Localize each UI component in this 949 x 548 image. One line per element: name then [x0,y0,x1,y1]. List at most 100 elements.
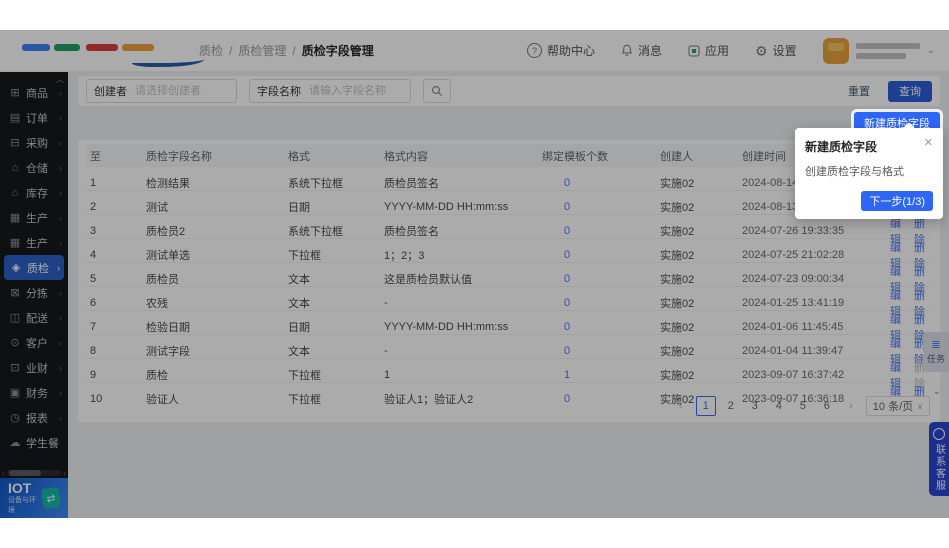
help-center-button[interactable]: ? 帮助中心 [526,42,595,59]
cell-creator: 实施02 [660,322,695,334]
sidebar-item-delivery[interactable]: ◫ 配送 › [0,305,68,330]
prev-page-icon[interactable]: ‹ [678,400,683,412]
field-name-input[interactable] [307,84,403,98]
sidebar-item-reports[interactable]: ◷ 报表 › [0,405,68,430]
col-format-content: 格式内容 [384,150,428,163]
cell-bound-count[interactable]: 0 [564,225,571,237]
messages-button[interactable]: 消息 [621,42,662,59]
task-panel-tab[interactable]: ≣ 任务 [923,332,949,372]
edit-link[interactable]: 编辑 [890,314,901,342]
cell-creator: 实施02 [660,226,695,238]
page-2[interactable]: 2 [727,400,734,412]
scroll-right-icon[interactable]: › [63,468,66,478]
sidebar-item-label: 财务 [26,387,48,400]
cell-created-time: 2024-01-25 13:41:19 [742,297,845,309]
delete-link[interactable]: 删除 [914,290,925,318]
scroll-left-icon[interactable]: ‹ [2,468,5,478]
edit-link[interactable]: 编辑 [890,362,901,390]
reset-button[interactable]: 重置 [842,82,876,100]
logo-dash-yellow [122,43,154,51]
chevron-right-icon: › [59,162,62,173]
cell-bound-count[interactable]: 0 [564,201,571,213]
delete-link[interactable]: 删除 [914,266,925,294]
sidebar-item-orders[interactable]: ▤ 订单 › [0,105,68,130]
page-6[interactable]: 6 [823,400,830,412]
sidebar-item-warehousing[interactable]: ⌂ 仓储 › [0,155,68,180]
cell-bound-count[interactable]: 0 [564,177,571,189]
sidebar-item-label: 生产 [26,212,48,225]
col-bound-templates: 绑定模板个数 [542,150,608,163]
sidebar-item-business-finance[interactable]: ⊡ 业财 › [0,355,68,380]
delete-link[interactable]: 删除 [914,242,925,270]
page-1[interactable]: 1 [695,396,716,416]
sidebar-scroll-up-icon[interactable]: ︿ [56,75,64,84]
sidebar-item-products[interactable]: ⊞ 商品 › [0,80,68,105]
iot-banner[interactable]: IOT 设备与环境 ⇄ [0,478,68,518]
user-menu[interactable]: ⌄ [822,37,935,64]
creator-input[interactable] [133,84,229,98]
sidebar-item-production-2[interactable]: ▦ 生产 › [0,230,68,255]
delete-link[interactable]: 删除 [914,338,925,366]
sidebar-item-label: 订单 [26,112,48,125]
sidebar-item-sorting[interactable]: ⊠ 分拣 › [0,280,68,305]
page-4[interactable]: 4 [775,400,782,412]
chevron-down-icon: ⌄ [926,45,935,56]
cell-format-content: YYYY-MM-DD HH:mm:ss [384,321,509,333]
page-3[interactable]: 3 [751,400,758,412]
next-step-button[interactable]: 下一步(1/3) [861,191,933,211]
delete-link[interactable]: 删除 [914,218,925,246]
cell-format-content: - [384,345,388,357]
help-center-label: 帮助中心 [546,44,595,58]
sidebar-item-inventory[interactable]: ⌂ 库存 › [0,180,68,205]
cell-bound-count[interactable]: 0 [564,249,571,261]
query-button[interactable]: 查询 [888,80,932,102]
scroll-down-icon[interactable]: ⌄ [932,386,941,397]
sidebar-item-finance[interactable]: ▣ 财务 › [0,380,68,405]
purchasing-icon: ⊟ [10,137,20,149]
scrollbar-thumb[interactable] [8,470,42,476]
sidebar: ︿ ⊞ 商品 › ▤ 订单 › ⊟ 采购 › ⌂ 仓储 › ⌂ 库存 › ▦ 生… [0,72,68,518]
apps-button[interactable]: 应用 [688,42,729,59]
edit-link[interactable]: 编辑 [890,338,901,366]
search-button[interactable] [423,79,451,103]
cell-seq: 8 [90,345,97,357]
edit-link[interactable]: 编辑 [890,218,901,246]
settings-button[interactable]: ⚙ 设置 [755,42,797,59]
cell-bound-count[interactable]: 1 [564,369,571,381]
page-5[interactable]: 5 [799,400,806,412]
creator-select[interactable]: 创建者 [86,79,237,103]
sidebar-item-purchasing[interactable]: ⊟ 采购 › [0,130,68,155]
cell-field-name: 验证人 [146,394,179,406]
sidebar-item-label: 客户 [26,337,48,350]
cell-bound-count[interactable]: 0 [564,321,571,333]
cell-field-name: 质检 [146,370,168,382]
next-page-icon[interactable]: › [848,400,853,412]
breadcrumb-level-2[interactable]: 质检管理 [238,44,287,58]
cell-bound-count[interactable]: 0 [564,393,571,405]
sidebar-item-customers[interactable]: ⊙ 客户 › [0,330,68,355]
edit-link[interactable]: 编辑 [890,242,901,270]
cell-format: 下拉框 [288,250,321,262]
chevron-right-icon: › [59,362,62,373]
cell-bound-count[interactable]: 0 [564,273,571,285]
sidebar-item-quality-check[interactable]: ◈ 质检 › [4,255,64,280]
breadcrumb-level-1[interactable]: 质检 [199,44,224,58]
col-created-time: 创建时间 [742,150,786,163]
sidebar-horizontal-scrollbar[interactable]: ‹ › [0,468,68,478]
field-name-field[interactable]: 字段名称 [249,79,411,103]
edit-link[interactable]: 编辑 [890,290,901,318]
sidebar-item-student-meals[interactable]: ☁ 学生餐 [0,430,68,455]
delete-link[interactable]: 删除 [914,314,925,342]
cell-created-time: 2023-09-07 16:36:18 [742,393,845,405]
cell-bound-count[interactable]: 0 [564,297,571,309]
edit-link[interactable]: 编辑 [890,266,901,294]
sidebar-item-production-1[interactable]: ▦ 生产 › [0,205,68,230]
cell-format-content: 验证人1；验证人2 [384,394,474,406]
cell-format-content: 1；2；3 [384,250,425,262]
table-row: 3 质检员2 系统下拉框 质检员签名 0 实施02 2024-07-26 19:… [86,215,932,246]
page-size-select[interactable]: 10 条/页 ∨ [865,396,930,416]
contact-service-tab[interactable]: 联系客服 [929,422,949,496]
close-icon[interactable]: ✕ [923,137,933,149]
cell-bound-count[interactable]: 0 [564,345,571,357]
cell-format-content: 1 [384,369,391,381]
